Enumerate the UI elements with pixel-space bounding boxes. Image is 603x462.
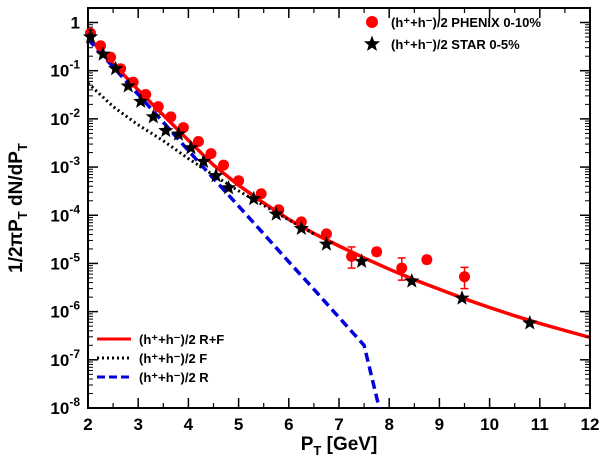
- phenix-point: [233, 175, 245, 187]
- x-tick-label: 5: [234, 415, 243, 434]
- y-axis-title: 1/2πPT dN/dPT: [6, 143, 30, 273]
- x-tick-label: 4: [184, 415, 194, 434]
- star-point: [404, 273, 420, 288]
- legend-bottom: (h⁺+h⁻)/2 R+F (h⁺+h⁻)/2 F (h⁺+h⁻)/2 R: [97, 332, 224, 385]
- phenix-point: [105, 51, 117, 63]
- star-point: [221, 179, 237, 195]
- phenix-point: [421, 254, 433, 266]
- x-tick-label: 7: [334, 415, 343, 434]
- star-point: [208, 167, 224, 183]
- y-tick-label: 10-4: [50, 202, 80, 225]
- y-tick-label: 10-2: [50, 106, 80, 129]
- phenix-point: [95, 40, 107, 52]
- legend-label: (h⁺+h⁻)/2 F: [139, 351, 207, 366]
- phenix-point: [459, 271, 470, 283]
- x-tick-label: 3: [133, 415, 142, 434]
- axis-titles: PT [GeV] 1/2πPT dN/dPT: [6, 143, 377, 458]
- star-point: [108, 60, 124, 76]
- phenix-point: [192, 135, 204, 147]
- y-tick-label: 10-7: [50, 347, 80, 370]
- star-point: [183, 139, 199, 155]
- legend-label: (h⁺+h⁻)/2 R+F: [139, 332, 224, 347]
- curve-r: [88, 38, 381, 408]
- star-point: [522, 315, 538, 330]
- phenix-point: [165, 111, 177, 123]
- star-point: [354, 253, 370, 268]
- star-point: [293, 220, 309, 235]
- model-curves: [88, 35, 590, 408]
- star-point: [318, 236, 335, 251]
- star-point: [82, 29, 99, 44]
- x-tick-label: 11: [531, 415, 549, 434]
- y-tick-label: 1: [71, 14, 80, 33]
- phenix-point: [396, 262, 408, 274]
- y-tick-labels: 1 10-1 10-2 10-3 10-4 10-5 10-6 10-7 10-8: [50, 14, 80, 418]
- legend-phenix-marker: [366, 16, 378, 28]
- x-tick-label: 6: [284, 415, 293, 434]
- star-point: [95, 46, 111, 61]
- y-tick-label: 10-1: [50, 58, 80, 81]
- star-point: [454, 290, 470, 305]
- star-point: [268, 206, 284, 221]
- legend-star-marker: [363, 35, 381, 51]
- y-tick-label: 10-8: [50, 395, 80, 418]
- star-point: [246, 190, 262, 206]
- phenix-point: [177, 122, 189, 134]
- phenix-point: [152, 101, 164, 113]
- x-tick-label: 2: [83, 415, 92, 434]
- y-tick-label: 10-5: [50, 250, 80, 273]
- star-point: [158, 122, 174, 138]
- phenix-point: [371, 246, 383, 258]
- star-point: [145, 108, 161, 124]
- phenix-point: [140, 89, 152, 101]
- star-point: [133, 93, 149, 108]
- star-point: [170, 126, 186, 141]
- phenix-point: [346, 250, 358, 262]
- y-tick-label: 10-6: [50, 299, 80, 322]
- x-tick-label: 12: [581, 415, 600, 434]
- phenix-point: [320, 228, 332, 240]
- legend-top: (h⁺+h⁻)/2 PHENIX 0-10% (h⁺+h⁻)/2 STAR 0-5…: [363, 15, 541, 52]
- legend-label: (h⁺+h⁻)/2 PHENIX 0-10%: [391, 15, 541, 30]
- y-tick-label: 10-3: [50, 154, 80, 177]
- x-tick-labels: 2 3 4 5 6 7 8 9 10 11 12: [83, 415, 599, 434]
- x-axis-title: PT [GeV]: [301, 434, 378, 458]
- x-tick-label: 10: [480, 415, 499, 434]
- star-point: [120, 78, 136, 93]
- phenix-point: [205, 148, 217, 160]
- x-tick-label: 8: [384, 415, 393, 434]
- axis-ticks: [87, 7, 591, 409]
- legend-label: (h⁺+h⁻)/2 R: [139, 370, 209, 385]
- star-point: [195, 153, 212, 168]
- curve-rf: [88, 35, 590, 340]
- x-tick-label: 9: [435, 415, 444, 434]
- plot-area: [87, 7, 591, 409]
- data-points: [82, 27, 538, 330]
- legend-label: (h⁺+h⁻)/2 STAR 0-5%: [391, 37, 520, 52]
- phenix-point: [218, 159, 230, 171]
- plot-frame: [87, 7, 591, 409]
